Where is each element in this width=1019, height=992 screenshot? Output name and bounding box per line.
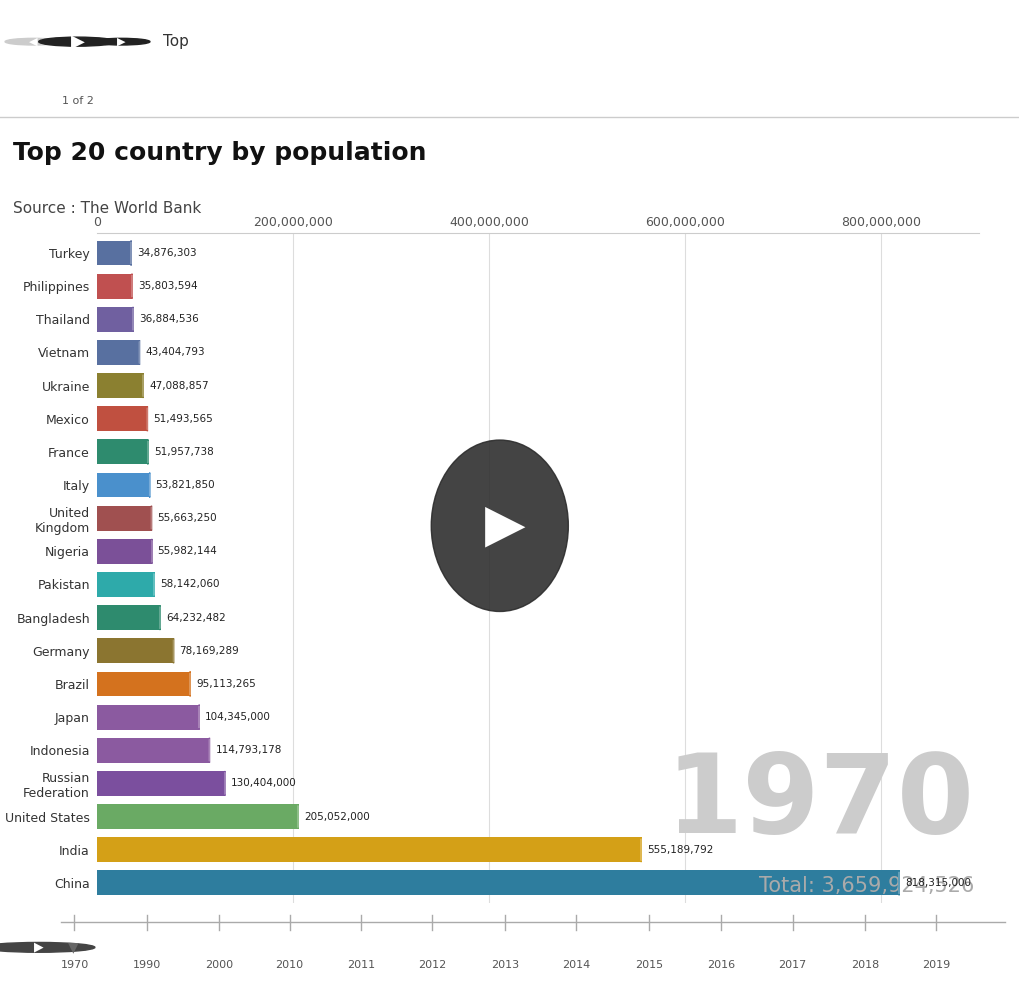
Circle shape xyxy=(5,39,62,45)
Circle shape xyxy=(431,440,568,611)
Text: 78,169,289: 78,169,289 xyxy=(179,646,238,656)
Bar xyxy=(97,639,173,664)
Text: 1970: 1970 xyxy=(665,749,974,856)
Text: 1970: 1970 xyxy=(60,960,89,970)
Text: ▶: ▶ xyxy=(485,500,526,552)
Text: 2016: 2016 xyxy=(706,960,735,970)
Circle shape xyxy=(0,942,95,952)
Bar xyxy=(97,771,224,796)
Text: 58,142,060: 58,142,060 xyxy=(160,579,219,589)
Bar xyxy=(97,307,132,331)
Bar xyxy=(97,572,154,597)
Bar xyxy=(97,407,147,432)
Text: 2015: 2015 xyxy=(634,960,662,970)
Text: 47,088,857: 47,088,857 xyxy=(149,381,208,391)
Text: Source : The World Bank: Source : The World Bank xyxy=(13,200,202,216)
Text: 2019: 2019 xyxy=(921,960,950,970)
Text: 114,793,178: 114,793,178 xyxy=(215,745,281,755)
Text: 2017: 2017 xyxy=(777,960,806,970)
Text: 95,113,265: 95,113,265 xyxy=(196,679,256,688)
Bar xyxy=(97,672,190,696)
Bar xyxy=(97,805,298,829)
Text: 2014: 2014 xyxy=(561,960,590,970)
Bar xyxy=(97,506,151,531)
Text: 2018: 2018 xyxy=(850,960,878,970)
Bar xyxy=(97,704,199,729)
Text: 43,404,793: 43,404,793 xyxy=(145,347,205,357)
Text: 555,189,792: 555,189,792 xyxy=(646,844,712,855)
Text: ▶: ▶ xyxy=(34,940,44,954)
Text: 64,232,482: 64,232,482 xyxy=(166,613,225,623)
Text: Top: Top xyxy=(163,34,189,50)
Text: 2012: 2012 xyxy=(418,960,446,970)
Circle shape xyxy=(39,37,116,47)
Text: 53,821,850: 53,821,850 xyxy=(155,480,215,490)
Text: Top 20 country by population: Top 20 country by population xyxy=(13,141,426,165)
Text: 55,663,250: 55,663,250 xyxy=(157,513,217,523)
Text: ▶: ▶ xyxy=(70,33,85,51)
Bar xyxy=(97,340,140,365)
Circle shape xyxy=(93,39,150,45)
Text: Total: 3,659,924,526: Total: 3,659,924,526 xyxy=(759,876,974,896)
Text: 2000: 2000 xyxy=(205,960,233,970)
Text: 205,052,000: 205,052,000 xyxy=(304,811,369,821)
Text: 36,884,536: 36,884,536 xyxy=(139,314,199,324)
Bar xyxy=(97,837,641,862)
Text: 818,315,000: 818,315,000 xyxy=(904,878,970,888)
Text: 1 of 2: 1 of 2 xyxy=(61,96,94,106)
Bar xyxy=(97,738,209,763)
Text: 51,493,565: 51,493,565 xyxy=(153,414,213,424)
Text: 2013: 2013 xyxy=(490,960,519,970)
Bar xyxy=(97,870,898,895)
Text: ▼: ▼ xyxy=(68,940,78,954)
Bar xyxy=(97,439,148,464)
Bar xyxy=(97,539,152,563)
Bar xyxy=(97,274,131,299)
Text: 51,957,738: 51,957,738 xyxy=(154,447,213,457)
Text: ▶: ▶ xyxy=(117,37,125,47)
Text: 2010: 2010 xyxy=(275,960,304,970)
Bar xyxy=(97,373,143,398)
Text: 35,803,594: 35,803,594 xyxy=(138,281,198,292)
Text: ◀: ◀ xyxy=(30,37,38,47)
Bar xyxy=(97,472,150,497)
Text: 104,345,000: 104,345,000 xyxy=(205,712,271,722)
Text: 130,404,000: 130,404,000 xyxy=(230,779,297,789)
Text: 34,876,303: 34,876,303 xyxy=(137,248,197,258)
Bar xyxy=(97,241,131,266)
Bar xyxy=(97,605,160,630)
Text: 2011: 2011 xyxy=(346,960,375,970)
Text: 1990: 1990 xyxy=(132,960,161,970)
Text: 55,982,144: 55,982,144 xyxy=(158,547,217,557)
